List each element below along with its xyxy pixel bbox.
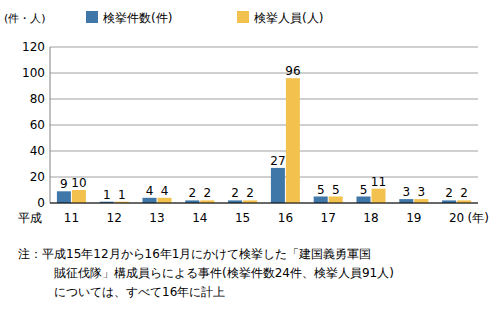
data-label: 10 [71, 176, 86, 190]
note: については、すべて16年に計上 [54, 285, 225, 299]
y-axis [50, 47, 51, 203]
bar [329, 197, 343, 204]
grid-line [50, 151, 478, 152]
data-label: 2 [231, 186, 239, 200]
data-label: 2 [246, 186, 254, 200]
data-label: 4 [146, 184, 154, 198]
x-tick-label: 15 [235, 211, 250, 225]
x-tick-label: 20 [449, 211, 464, 225]
grid-line [50, 47, 478, 48]
data-label: 2 [188, 186, 196, 200]
data-label: 1 [118, 188, 126, 202]
bar [143, 198, 157, 203]
x-axis-unit: (年) [468, 211, 489, 225]
legend-label: 検挙人員(人) [254, 11, 323, 25]
bar [72, 190, 86, 203]
bar [286, 78, 300, 203]
y-tick-label: 60 [30, 118, 45, 132]
note: 注：平成15年12月から16年1月にかけて検挙した「建国義勇軍国 [18, 247, 371, 261]
x-tick-label: 17 [321, 211, 336, 225]
data-label: 9 [60, 177, 68, 191]
data-label: 2 [203, 186, 211, 200]
x-tick-label: 13 [149, 211, 164, 225]
data-label: 11 [371, 175, 386, 189]
data-label: 3 [402, 185, 410, 199]
data-label: 1 [103, 188, 111, 202]
x-tick-label: 12 [107, 211, 122, 225]
data-label: 27 [270, 154, 285, 168]
bar [357, 197, 371, 204]
legend-label: 検挙件数(件) [103, 11, 172, 25]
x-tick-label: 16 [278, 211, 293, 225]
legend-swatch [237, 11, 249, 23]
data-label: 5 [317, 183, 325, 197]
chart: 020406080100120(件・人)91422275532101422965… [0, 0, 496, 319]
grid-line [50, 125, 478, 126]
y-axis-label: (件・人) [4, 12, 46, 25]
y-tick-label: 100 [22, 66, 45, 80]
data-label: 5 [332, 183, 340, 197]
grid-line [50, 73, 478, 74]
bar [372, 189, 386, 203]
y-tick-label: 20 [30, 170, 45, 184]
bars [57, 78, 471, 203]
legend-swatch [86, 11, 98, 23]
grid-line [50, 203, 478, 204]
note: 賊征伐隊」構成員らによる事件(検挙件数24件、検挙人員91人) [54, 266, 394, 280]
bar [158, 198, 172, 203]
y-tick-label: 0 [37, 196, 45, 210]
y-tick-label: 120 [22, 40, 45, 54]
y-tick-label: 80 [30, 92, 45, 106]
x-axis [50, 202, 478, 203]
x-tick-label: 14 [192, 211, 207, 225]
grid-line [50, 99, 478, 100]
bar [271, 168, 285, 203]
bar [314, 197, 328, 204]
data-label: 2 [460, 186, 468, 200]
x-tick-label: 11 [64, 211, 79, 225]
data-label: 2 [445, 186, 453, 200]
bar [57, 191, 71, 203]
data-label: 4 [161, 184, 169, 198]
y-tick-label: 40 [30, 144, 45, 158]
data-label: 5 [360, 183, 368, 197]
grid-line [50, 177, 478, 178]
data-label: 3 [417, 185, 425, 199]
data-label: 96 [285, 64, 300, 78]
x-axis-label: 平成 [18, 211, 42, 225]
x-tick-label: 19 [406, 211, 421, 225]
x-tick-label: 18 [363, 211, 378, 225]
